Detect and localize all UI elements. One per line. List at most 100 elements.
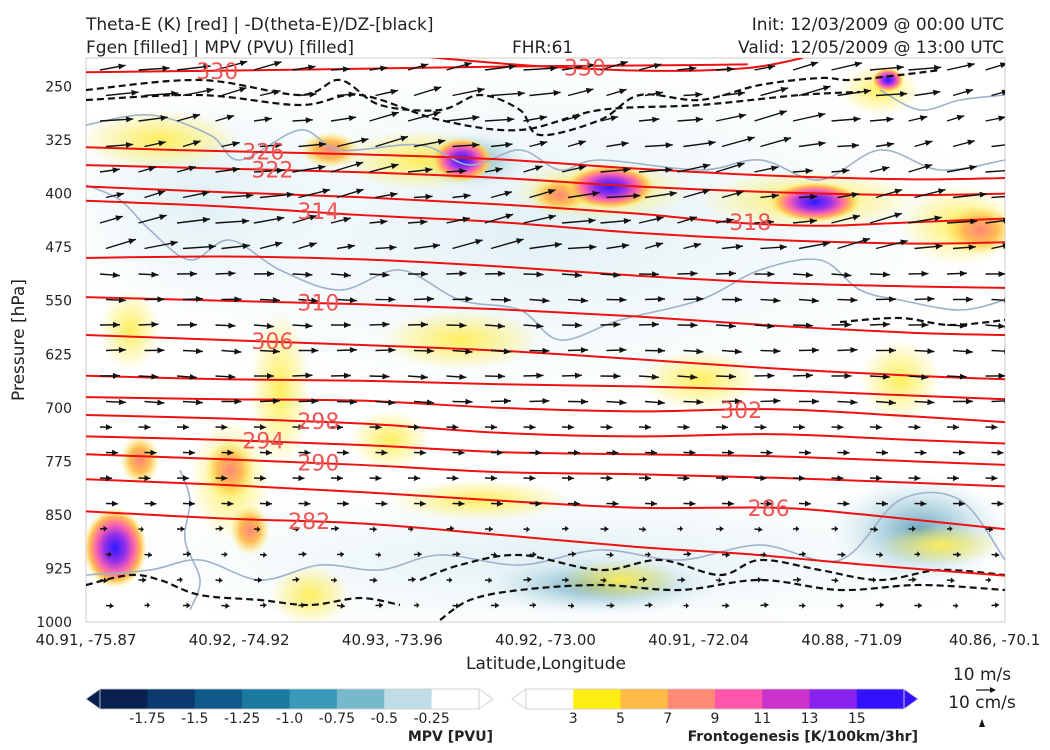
wind-vector [484,373,506,380]
wind-vector-head [822,241,830,247]
wind-vector [644,602,653,609]
wind-vector-head [619,296,627,303]
wind-vector [490,449,504,456]
wind-vector [138,65,170,72]
wind-vector [792,218,817,225]
wind-vector [792,525,800,532]
wind-vector [221,348,242,355]
wind-vector [946,164,977,173]
wind-vector-head [809,218,817,225]
wind-vector-head [388,347,396,354]
wind-vector-head [490,424,497,431]
wind-vector [446,424,459,431]
wind-vector-head [916,551,921,558]
wind-vector [259,297,281,304]
wind-vector-head [882,321,890,328]
wind-vector [292,424,305,431]
wind-vector-head [727,500,734,507]
wind-vector [869,576,876,583]
wind-vector [105,449,119,456]
wind-vector [99,116,134,123]
wind-vector [677,576,686,583]
wind-vector [336,188,364,199]
wind-vector-head [689,449,696,456]
wind-vector [760,449,773,456]
wind-vector-head [879,602,884,609]
wind-vector [523,424,536,431]
colorbar-max-extension [903,688,919,710]
wind-vector [336,398,358,405]
wind-vector [985,475,998,482]
wind-vector-head [875,475,882,482]
wind-vector-head [886,116,894,123]
wind-vector-head [529,475,536,482]
wind-vectors [99,60,1005,609]
wind-vector-head [735,190,744,197]
wind-vector [259,191,294,199]
wind-vector-head [644,475,651,482]
wind-vector-head [192,140,201,147]
wind-vector [644,142,673,149]
wind-vector [644,242,664,250]
wind-vector [452,142,480,149]
wind-vector [292,475,305,482]
wind-vector [760,244,787,251]
wind-vector-head [349,297,357,304]
wind-vector [105,141,134,148]
wind-vector-head [728,270,736,277]
wind-vector-head [623,166,631,173]
wind-vector-head [708,140,716,147]
wind-vector [638,526,647,533]
wind-vector-head [195,399,203,406]
wind-vector [99,475,113,482]
wind-vector-head [539,115,547,121]
wind-vector [176,321,198,328]
wind-vector-head [770,165,779,172]
theta-e-line-306-8 [86,334,1005,381]
wind-vector [914,551,921,558]
wind-vector-head [459,168,467,175]
wind-vector [837,88,872,97]
wind-vector-head [539,140,548,147]
wind-vector [369,577,378,584]
wind-vector [292,271,313,278]
wind-vector [484,322,505,329]
wind-vector-head [298,424,305,431]
wind-vector [138,115,168,122]
wind-vector-head [685,602,689,609]
wind-vector [875,239,908,250]
wind-vector-head [305,322,313,329]
wind-vector-head [340,551,345,558]
wind-vector-head [497,373,505,380]
wind-vector [991,397,1005,404]
wind-vector [176,374,197,381]
wind-vector [221,243,250,250]
wind-vector-head [342,449,349,456]
wind-vector-head [612,449,619,456]
colorbar-tick: 15 [848,711,866,727]
colorbar-tick: -0.75 [319,711,355,727]
wind-vector [831,272,852,278]
wind-vector [715,162,745,173]
wind-vector [991,243,1005,250]
wind-vector-head [934,215,942,222]
wind-vector [215,577,223,584]
x-axis-label: Latitude,Longitude [466,654,626,674]
wind-vector [606,602,615,609]
valid-time: Valid: 12/05/2009 @ 13:00 UTC [738,38,1004,58]
wind-vector-head [574,372,582,379]
wind-vector-head [882,373,890,380]
wind-vector [600,217,632,224]
theta-e-line-282-15 [86,510,1005,577]
wind-vector [369,475,382,482]
wind-vector-head [115,215,123,222]
wind-vector-head [683,475,690,482]
wind-vector [567,602,575,609]
wind-vector [792,112,826,122]
wind-vector [600,424,613,431]
wind-vector-head [256,526,261,533]
wind-vector-shaft [985,219,1005,224]
wind-vector [375,296,396,303]
wind-vector [875,141,895,148]
wind-vector-head [305,271,313,278]
